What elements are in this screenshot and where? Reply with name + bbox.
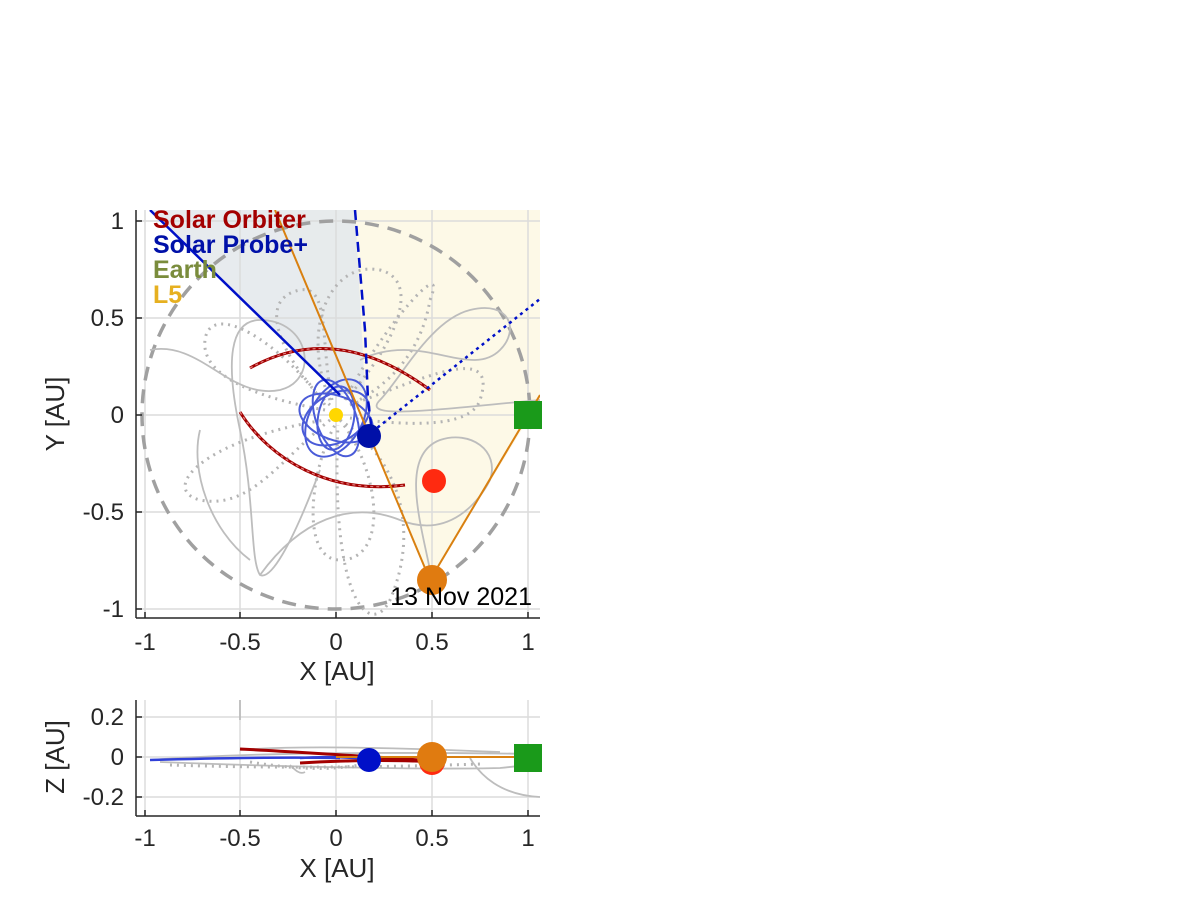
legend-earth: Earth [153, 256, 217, 284]
dotted-trajectories [183, 267, 485, 616]
earth-marker [514, 401, 542, 429]
xz-y-tick-label: 0.2 [91, 704, 124, 731]
xz-x-axis-label: X [AU] [299, 853, 374, 883]
xy-y-tick-label: 0 [111, 402, 124, 429]
xy-x-tick-label: 0.5 [415, 629, 448, 656]
xy-y-tick-label: -0.5 [83, 499, 124, 526]
solar-probe-marker [357, 424, 381, 448]
legend-solar-orbiter: Solar Orbiter [153, 206, 306, 234]
date-annotation: 13 Nov 2021 [390, 583, 532, 611]
xz-x-tick-label: 0 [329, 825, 342, 852]
legend-solar-probe: Solar Probe+ [153, 231, 308, 259]
xz-x-tick-label: 1 [521, 825, 534, 852]
xy-x-tick-label: -0.5 [219, 629, 260, 656]
xy-x-tick-label: 0 [329, 629, 342, 656]
xy-y-tick-label: 1 [111, 208, 124, 235]
xz-earth-marker [514, 744, 542, 772]
solid-trajectories [149, 307, 540, 577]
xz-y-tick-label: -0.2 [83, 784, 124, 811]
xz-y-tick-label: 0 [111, 744, 124, 771]
xz-x-tick-label: 0.5 [415, 825, 448, 852]
xy-y-axis-label: Y [AU] [40, 377, 70, 452]
solar-probe-sun-line-dotted [371, 297, 540, 433]
xz-y-axis-label: Z [AU] [40, 720, 70, 794]
xz-x-tick-label: -0.5 [219, 825, 260, 852]
xy-x-axis-label: X [AU] [299, 656, 374, 686]
xz-l5-marker [417, 742, 447, 772]
solar-probe-fov-line-solid [149, 210, 341, 396]
xz-x-tick-label: -1 [134, 825, 155, 852]
l5-marker [417, 565, 447, 595]
xy-y-tick-label: 0.5 [91, 305, 124, 332]
legend-l5: L5 [153, 281, 182, 309]
xy-panel: -1 -0.5 0 0.5 1 1 0.5 0 -0.5 -1 X [AU] Y… [40, 206, 542, 686]
sun-marker [329, 408, 343, 422]
xz-solar-probe-marker [357, 748, 381, 772]
xz-plot-area [136, 700, 540, 816]
solar-orbiter-marker [422, 469, 446, 493]
xy-plot-area [136, 210, 540, 618]
xz-trajectories [149, 700, 540, 798]
xy-x-tick-label: 1 [521, 629, 534, 656]
xz-panel: -1 -0.5 0 0.5 1 0.2 0 -0.2 X [AU] Z [AU] [40, 700, 542, 883]
legend: Solar Orbiter Solar Probe+ Earth L5 [153, 206, 308, 309]
xy-y-tick-label: -1 [103, 596, 124, 623]
xy-x-tick-label: -1 [134, 629, 155, 656]
